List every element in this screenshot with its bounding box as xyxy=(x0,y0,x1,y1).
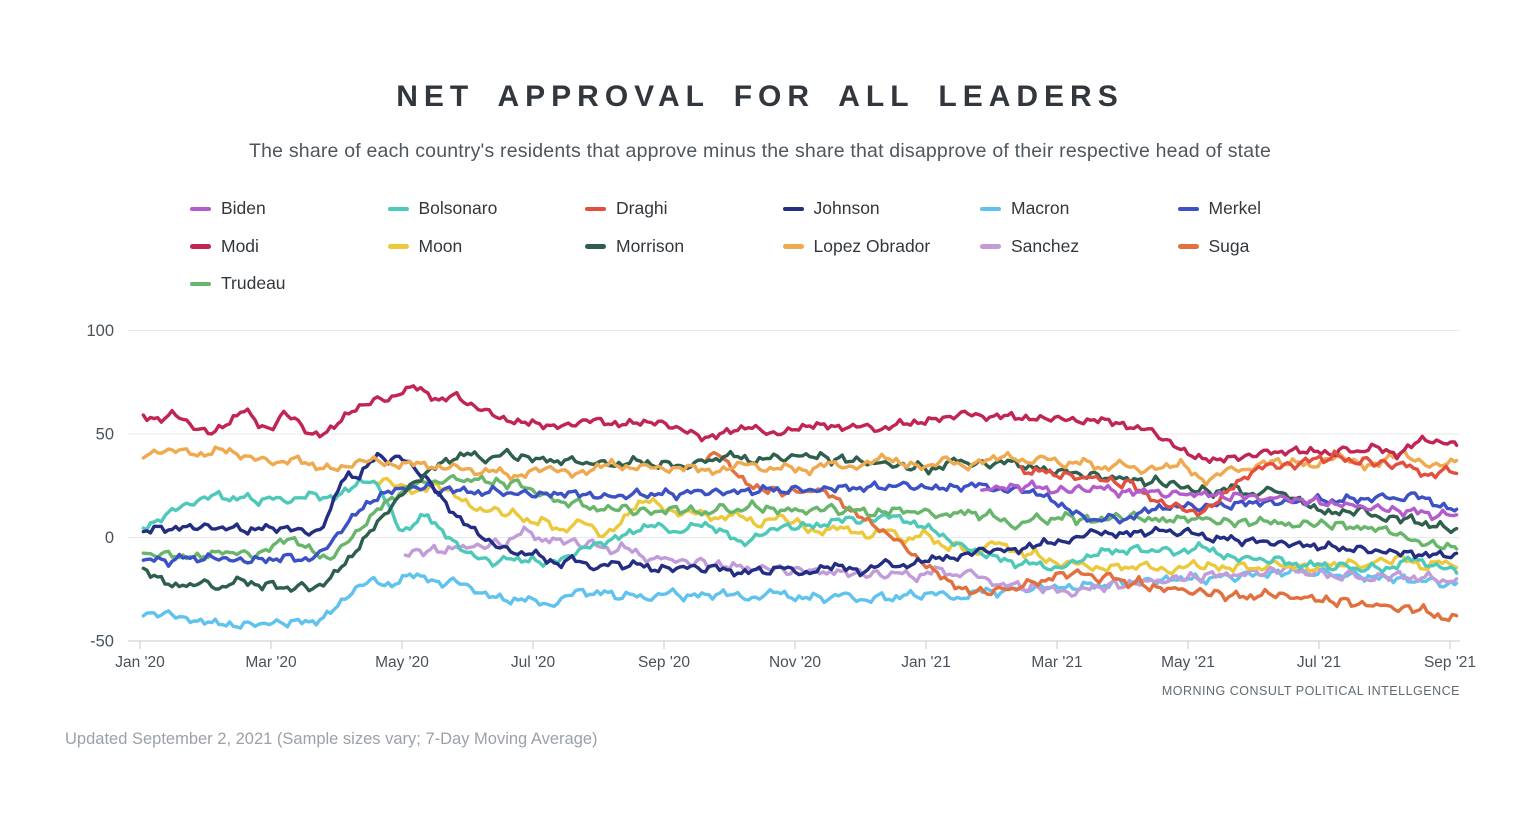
x-axis-label-6: Jan '21 xyxy=(901,654,951,671)
legend-label: Merkel xyxy=(1208,198,1262,219)
legend-label: Modi xyxy=(221,235,259,256)
legend-item-modi[interactable]: Modi xyxy=(190,236,388,257)
legend-item-moon[interactable]: Moon xyxy=(387,235,586,257)
x-axis-label-0: Jan '20 xyxy=(115,654,165,671)
legend-item-draghi[interactable]: Draghi xyxy=(585,198,783,219)
series-line-draghi xyxy=(1019,449,1459,517)
legend-item-morrison[interactable]: Morrison xyxy=(585,236,783,257)
legend-item-sanchez[interactable]: Sanchez xyxy=(980,236,1178,257)
y-axis-label-0: 0 xyxy=(105,529,114,547)
legend-swatch-macron xyxy=(980,206,1001,211)
legend-swatch-merkel xyxy=(1177,206,1199,211)
y-axis-label-50: 50 xyxy=(96,426,114,444)
legend-swatch-bolsonaro xyxy=(387,206,409,211)
legend-swatch-moon xyxy=(387,244,409,249)
legend-label: Moon xyxy=(418,235,463,256)
x-axis-label-4: Sep '20 xyxy=(638,654,690,671)
series-line-macron xyxy=(141,566,1459,630)
x-axis-label-8: May '21 xyxy=(1161,654,1215,671)
x-axis-label-10: Sep '21 xyxy=(1424,654,1476,671)
page-subtitle: The share of each country's residents th… xyxy=(249,139,1271,162)
series-line-lopez-obrador xyxy=(141,445,1459,487)
legend-label: Biden xyxy=(221,198,266,219)
legend-label: Trudeau xyxy=(221,273,286,294)
attribution-text: MORNING CONSULT POLITICAL INTELLGENCE xyxy=(1161,684,1460,698)
legend-swatch-draghi xyxy=(585,206,606,211)
legend-swatch-biden xyxy=(190,206,211,211)
chart-legend: Biden Bolsonaro Draghi Johnson Macron Merkel M… xyxy=(190,190,1375,303)
legend-label: Sanchez xyxy=(1011,235,1080,256)
x-axis-label-3: Jul '20 xyxy=(511,654,556,671)
x-axis-label-5: Nov '20 xyxy=(769,654,821,671)
legend-swatch-morrison xyxy=(585,244,606,249)
series-line-modi xyxy=(141,384,1459,464)
legend-swatch-sanchez xyxy=(980,244,1001,249)
legend-label: Bolsonaro xyxy=(418,198,498,219)
x-axis-label-1: Mar '20 xyxy=(245,654,297,671)
y-axis-label--50: -50 xyxy=(90,633,114,651)
legend-label: Macron xyxy=(1011,198,1070,219)
series-line-trudeau xyxy=(141,473,1459,561)
series-line-biden xyxy=(980,479,1459,522)
legend-label: Draghi xyxy=(616,198,668,219)
series-line-johnson xyxy=(141,451,1459,578)
legend-item-lopez-obrador[interactable]: Lopez Obrador xyxy=(782,235,981,257)
series-line-merkel xyxy=(141,480,1459,568)
x-axis-label-7: Mar '21 xyxy=(1031,654,1082,671)
page-title: NET APPROVAL FOR ALL LEADERS xyxy=(396,80,1124,114)
series-line-morrison xyxy=(141,447,1459,593)
x-axis-label-9: Jul '21 xyxy=(1297,654,1341,671)
legend-item-macron[interactable]: Macron xyxy=(980,198,1178,219)
legend-label: Suga xyxy=(1208,235,1250,256)
legend-label: Lopez Obrador xyxy=(813,235,931,256)
legend-item-suga[interactable]: Suga xyxy=(1177,235,1376,257)
legend-item-merkel[interactable]: Merkel xyxy=(1177,198,1376,219)
series-line-moon xyxy=(374,476,1459,576)
legend-label: Johnson xyxy=(813,198,880,219)
legend-swatch-johnson xyxy=(782,206,804,211)
legend-label: Morrison xyxy=(616,235,685,256)
legend-item-biden[interactable]: Biden xyxy=(190,198,388,219)
legend-swatch-suga xyxy=(1177,244,1199,249)
legend-swatch-lopez-obrador xyxy=(782,244,804,249)
series-line-suga xyxy=(704,450,1459,623)
legend-swatch-modi xyxy=(190,244,211,249)
x-axis-label-2: May '20 xyxy=(375,654,429,671)
legend-item-johnson[interactable]: Johnson xyxy=(782,198,981,219)
legend-swatch-trudeau xyxy=(190,281,211,286)
legend-item-trudeau[interactable]: Trudeau xyxy=(190,273,388,294)
y-axis-label-100: 100 xyxy=(86,322,114,340)
update-note: Updated September 2, 2021 (Sample sizes … xyxy=(65,730,598,748)
series-line-bolsonaro xyxy=(141,477,1459,575)
legend-item-bolsonaro[interactable]: Bolsonaro xyxy=(387,198,586,219)
